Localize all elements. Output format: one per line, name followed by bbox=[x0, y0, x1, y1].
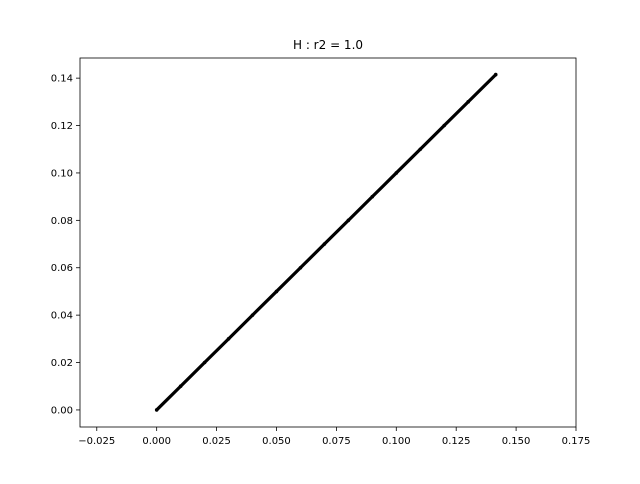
x-tick-label: 0.175 bbox=[562, 436, 591, 447]
y-tick-label: 0.10 bbox=[51, 168, 73, 179]
data-point bbox=[226, 337, 231, 341]
chart-title: H : r2 = 1.0 bbox=[293, 38, 363, 52]
data-point bbox=[154, 408, 159, 412]
data-point bbox=[250, 313, 255, 317]
data-point bbox=[442, 123, 447, 128]
data-point bbox=[178, 384, 183, 389]
x-tick-label: −0.025 bbox=[78, 436, 115, 447]
y-tick-label: 0.08 bbox=[51, 216, 73, 227]
data-point bbox=[202, 360, 207, 365]
x-axis: −0.025 0.000 0.025 0.050 0.075 0.100 0.125 0.15… bbox=[78, 427, 590, 447]
plot-frame bbox=[79, 57, 577, 428]
x-tick-label: 0.100 bbox=[382, 436, 411, 447]
y-tick-label: 0.14 bbox=[51, 74, 73, 85]
x-tick-label: 0.000 bbox=[142, 436, 171, 447]
data-point bbox=[346, 218, 351, 223]
data-point bbox=[418, 147, 423, 152]
x-tick-label: 0.075 bbox=[322, 436, 351, 447]
data-point bbox=[322, 242, 327, 246]
y-tick-label: 0.06 bbox=[51, 263, 73, 274]
data-point bbox=[298, 265, 303, 270]
x-tick-label: 0.050 bbox=[262, 436, 291, 447]
plot-area bbox=[79, 57, 577, 428]
data-point bbox=[493, 72, 498, 77]
data-point bbox=[466, 100, 470, 104]
data-point bbox=[274, 289, 279, 294]
x-tick-label: 0.125 bbox=[442, 436, 471, 447]
y-tick-label: 0.12 bbox=[51, 121, 73, 132]
y-tick-label: 0.04 bbox=[51, 311, 73, 322]
y-axis: 0.00 0.02 0.04 0.06 0.08 0.10 0.12 0.14 bbox=[51, 74, 80, 416]
y-tick-label: 0.02 bbox=[51, 358, 73, 369]
data-point bbox=[394, 171, 399, 175]
data-point bbox=[370, 194, 375, 199]
x-tick-label: 0.025 bbox=[202, 436, 231, 447]
x-tick-label: 0.150 bbox=[502, 436, 531, 447]
y-tick-label: 0.00 bbox=[51, 405, 73, 416]
